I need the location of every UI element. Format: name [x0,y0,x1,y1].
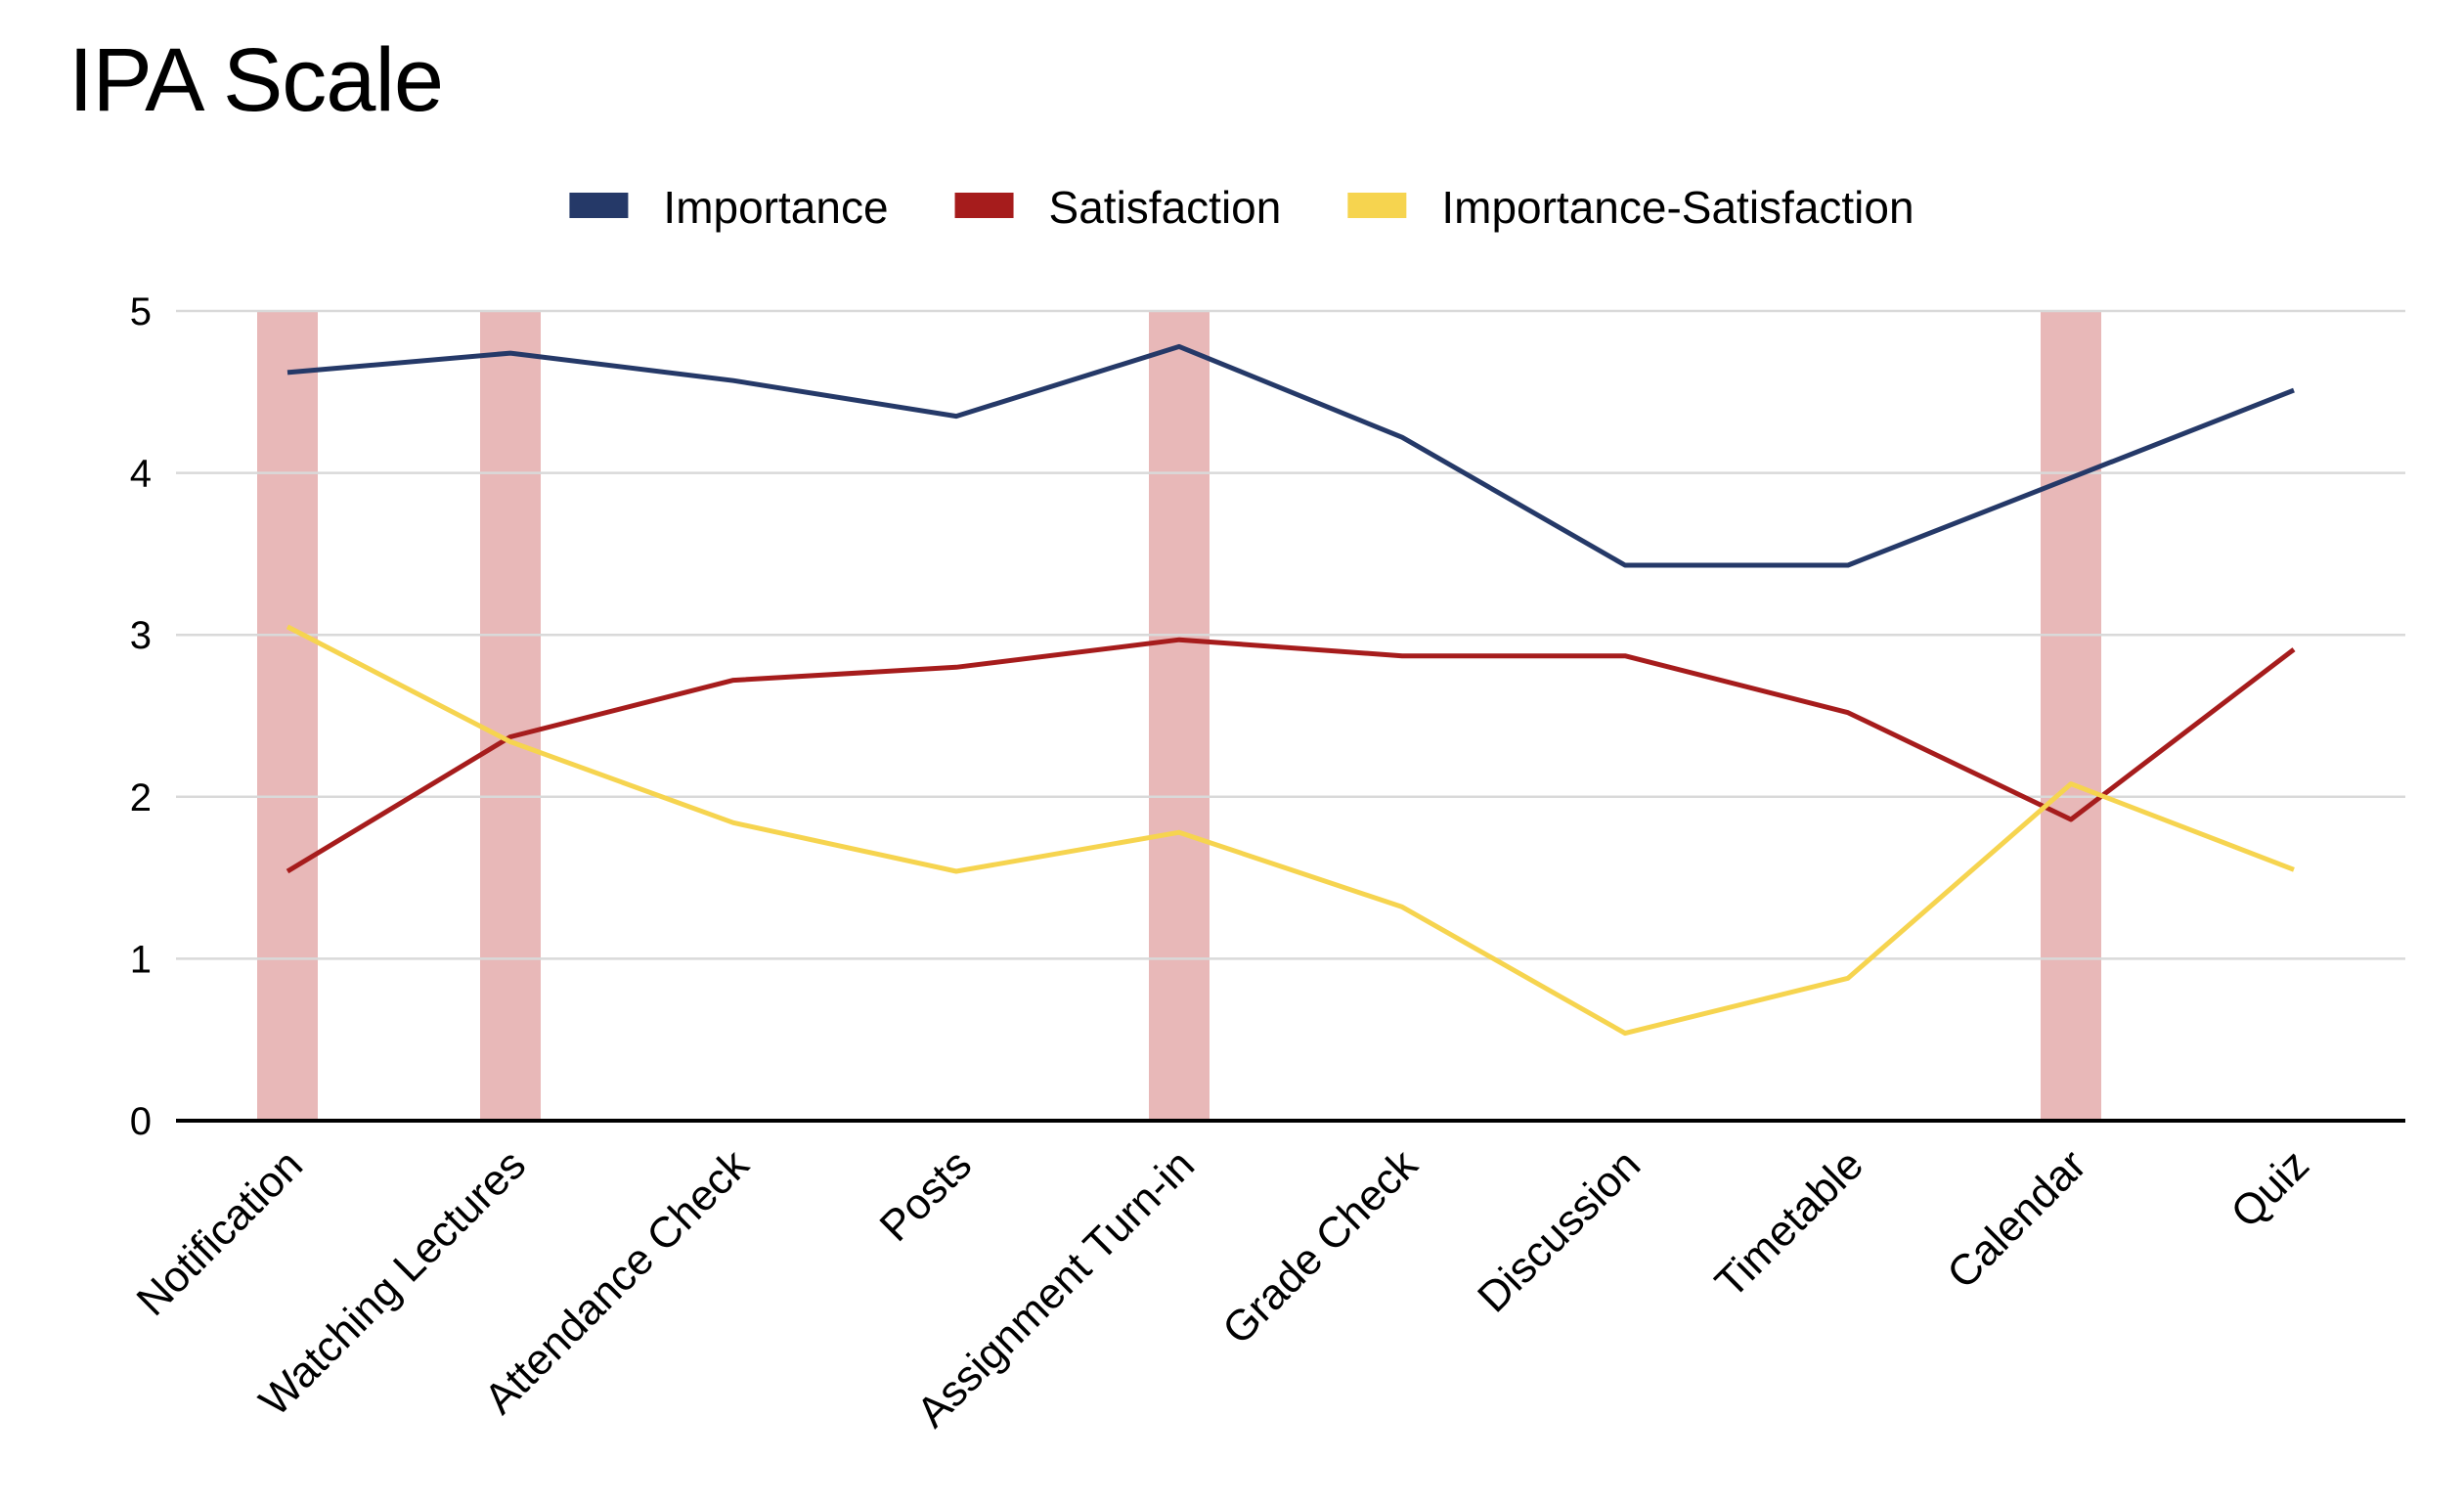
highlight-bar-assignment-turn-in [1149,311,1210,1121]
x-tick-label: Notification [128,1140,313,1325]
y-tick-label: 5 [130,290,152,333]
x-tick-label: Quiz [2222,1140,2318,1237]
series-line-satisfaction [286,637,2296,874]
highlight-bars [257,311,2101,1121]
series-line-importance [286,343,2295,568]
series-lines [286,343,2296,1037]
y-tick-label: 0 [130,1100,152,1143]
highlight-bar-calendar [2041,311,2101,1121]
highlight-bar-watching-lectures [480,311,541,1121]
highlight-bar-notification [257,311,318,1121]
legend-swatch-satisfaction [954,193,1014,218]
y-axis-ticks: 0 1 2 3 4 5 [130,290,152,1143]
y-tick-label: 3 [130,614,152,657]
legend-label-importance: Importance [663,182,888,233]
x-tick-label: Discussion [1469,1140,1650,1321]
y-tick-label: 1 [130,938,152,981]
y-tick-label: 4 [130,453,152,496]
x-tick-label: Timetable [1706,1140,1872,1306]
legend: Importance Satisfaction Importance-Satisfa… [569,182,1914,233]
series-line-importance-satisfaction [286,624,2295,1037]
gridlines [176,309,2405,960]
legend-swatch-importance-satisfaction [1347,193,1407,218]
legend-label-satisfaction: Satisfaction [1049,182,1282,233]
x-tick-label: Calendar [1938,1140,2095,1298]
x-tick-label: Posts [871,1140,981,1250]
legend-swatch-importance [569,193,629,218]
chart-title: IPA Scale [68,30,444,130]
x-tick-label: Grade Check [1213,1140,1428,1354]
y-tick-label: 2 [130,776,152,819]
legend-label-importance-satisfaction: Importance-Satisfaction [1441,182,1914,233]
